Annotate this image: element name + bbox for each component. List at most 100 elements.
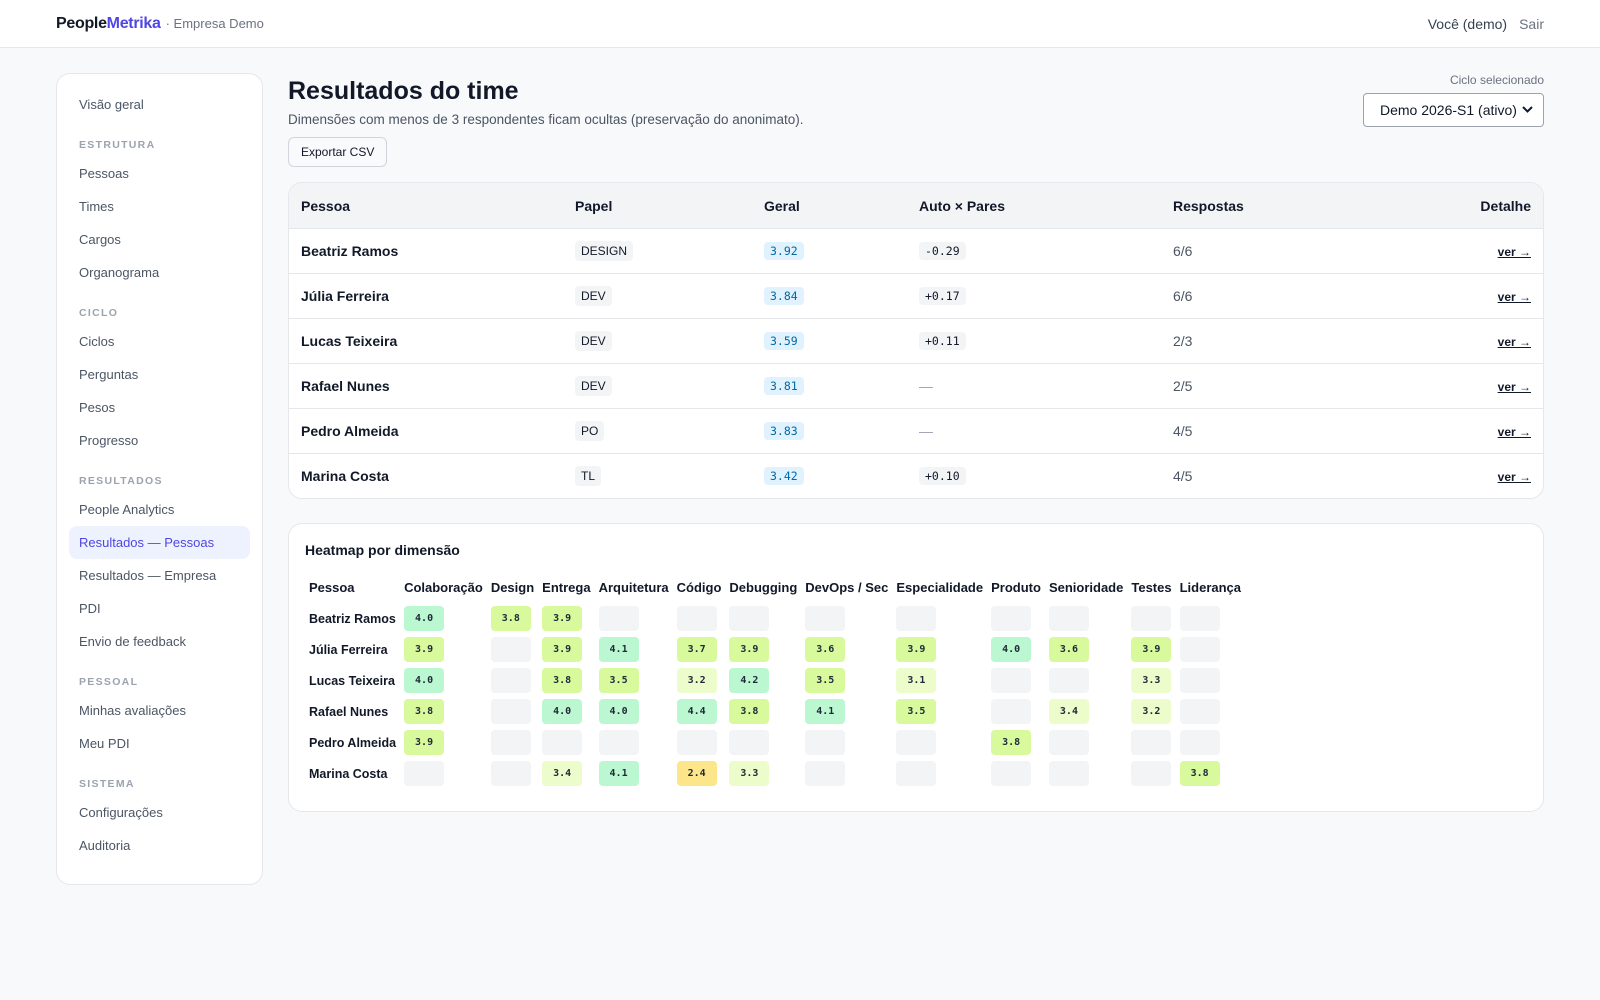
- sidebar-item-ciclos[interactable]: Ciclos: [79, 334, 115, 349]
- heatmap-header-debugging: Debugging: [729, 580, 798, 595]
- cell-self-vs-peers: —: [919, 378, 1173, 394]
- self-vs-peers-value: +0.17: [919, 287, 966, 305]
- sidebar-item-resultados-pessoas[interactable]: Resultados — Pessoas: [69, 526, 250, 559]
- heatmap-value: 4.0: [542, 699, 583, 724]
- table-row: Beatriz Ramos DESIGN 3.92 -0.29 6/6 ver →: [289, 228, 1543, 273]
- sidebar-item-overview[interactable]: Visão geral: [79, 97, 144, 112]
- self-vs-peers-value: +0.11: [919, 332, 966, 350]
- sidebar-item-progresso[interactable]: Progresso: [79, 433, 139, 448]
- sidebar-item-pdi[interactable]: PDI: [79, 601, 101, 616]
- heatmap-value: [1048, 761, 1089, 786]
- heatmap-value: 3.2: [1131, 699, 1172, 724]
- heatmap-value: [729, 606, 770, 631]
- heatmap-header-especialidade: Especialidade: [896, 580, 984, 595]
- heatmap-cell: [892, 758, 987, 789]
- heatmap-cell: [487, 696, 538, 727]
- sidebar-item-configuracoes[interactable]: Configurações: [79, 805, 163, 820]
- heatmap-value: [1048, 606, 1089, 631]
- heatmap-cell: [673, 727, 726, 758]
- heatmap-header-codigo: Código: [676, 580, 722, 595]
- results-table: Pessoa Papel Geral Auto × Pares Resposta…: [288, 182, 1544, 499]
- heatmap-value: 3.8: [404, 699, 445, 724]
- heatmap-value: [676, 606, 717, 631]
- logout-link[interactable]: Sair: [1519, 15, 1544, 32]
- detail-link[interactable]: ver →: [1497, 335, 1531, 349]
- cell-responses: 6/6: [1173, 243, 1451, 259]
- heatmap-cell: 3.8: [725, 696, 801, 727]
- sidebar-item-cargos[interactable]: Cargos: [79, 232, 121, 247]
- sidebar-item-envio-de-feedback[interactable]: Envio de feedback: [79, 634, 186, 649]
- cell-responses: 2/5: [1173, 378, 1451, 394]
- person-name: Pedro Almeida: [301, 423, 399, 439]
- cell-overall: 3.92: [764, 242, 919, 260]
- detail-link[interactable]: ver →: [1497, 470, 1531, 484]
- role-badge: DEV: [575, 376, 612, 396]
- responses-count: 6/6: [1173, 243, 1193, 259]
- cell-overall: 3.81: [764, 377, 919, 395]
- heatmap-header-senioridade: Senioridade: [1048, 580, 1124, 595]
- heatmap-cell: 3.9: [725, 634, 801, 665]
- sidebar: Visão geral ESTRUTURA Pessoas Times Cargos O…: [56, 73, 263, 885]
- heatmap-cell: 4.0: [987, 634, 1045, 665]
- sidebar-item-auditoria[interactable]: Auditoria: [79, 838, 131, 853]
- heatmap-person-name: Beatriz Ramos: [309, 611, 396, 626]
- sidebar-item-resultados-empresa[interactable]: Resultados — Empresa: [79, 568, 217, 583]
- heatmap-cell: [595, 727, 673, 758]
- cycle-select[interactable]: Demo 2026-S1 (ativo): [1363, 93, 1544, 127]
- heatmap-header-design: Design: [490, 580, 535, 595]
- heatmap-cell: 4.2: [725, 665, 801, 696]
- sidebar-item-people-analytics[interactable]: People Analytics: [79, 502, 175, 517]
- detail-link[interactable]: ver →: [1497, 380, 1531, 394]
- heatmap-cell: [801, 603, 892, 634]
- heatmap-value: [805, 730, 846, 755]
- heatmap-value: 3.5: [896, 699, 937, 724]
- heatmap-value: [490, 699, 531, 724]
- sidebar-section-resultados: RESULTADOS: [79, 475, 163, 487]
- heatmap-row: Rafael Nunes 3.8 4.0 4.0 4.4 3.8 4.1 3.5 3.4 3.2: [305, 696, 1245, 727]
- heatmap-cell: 3.8: [987, 727, 1045, 758]
- sidebar-item-perguntas[interactable]: Perguntas: [79, 367, 139, 382]
- sidebar-item-organograma[interactable]: Organograma: [79, 265, 160, 280]
- sidebar-item-pessoas[interactable]: Pessoas: [79, 166, 129, 181]
- cell-self-vs-peers: +0.17: [919, 287, 1173, 305]
- heatmap-value: 3.9: [896, 637, 937, 662]
- col-header-person: Pessoa: [301, 197, 351, 214]
- heatmap-row: Marina Costa 3.4 4.1 2.4 3.3 3.8: [305, 758, 1245, 789]
- heatmap-cell: [1176, 665, 1245, 696]
- heatmap-cell: 4.4: [673, 696, 726, 727]
- responses-count: 4/5: [1173, 423, 1193, 439]
- sidebar-item-times[interactable]: Times: [79, 199, 114, 214]
- heatmap-table: Pessoa Colaboração Design Entrega Arquitetu…: [305, 580, 1245, 789]
- heatmap-cell: 3.8: [1176, 758, 1245, 789]
- heatmap-title: Heatmap por dimensão: [305, 542, 460, 558]
- heatmap-value: 3.6: [1048, 637, 1089, 662]
- heatmap-value: [805, 761, 846, 786]
- detail-link[interactable]: ver →: [1497, 290, 1531, 304]
- cell-detail: ver →: [1451, 243, 1531, 259]
- export-csv-button[interactable]: Exportar CSV: [288, 137, 388, 167]
- heatmap-cell: 3.6: [801, 634, 892, 665]
- heatmap-value: [1179, 606, 1220, 631]
- role-badge: TL: [575, 466, 602, 486]
- cell-responses: 4/5: [1173, 423, 1451, 439]
- detail-link[interactable]: ver →: [1497, 425, 1531, 439]
- sidebar-item-meu-pdi[interactable]: Meu PDI: [79, 736, 130, 751]
- heatmap-cell: 4.0: [400, 603, 487, 634]
- heatmap-value: [676, 730, 717, 755]
- self-vs-peers-value: —: [919, 423, 933, 439]
- sidebar-item-minhas-avaliacoes[interactable]: Minhas avaliações: [79, 703, 186, 718]
- col-header-detail: Detalhe: [1480, 197, 1531, 214]
- cell-person: Júlia Ferreira: [301, 288, 575, 304]
- heatmap-cell: [400, 758, 487, 789]
- table-row: Júlia Ferreira DEV 3.84 +0.17 6/6 ver →: [289, 273, 1543, 318]
- heatmap-cell: 3.7: [673, 634, 726, 665]
- heatmap-cell: [595, 603, 673, 634]
- heatmap-cell: 3.9: [538, 634, 594, 665]
- user-link[interactable]: Você (demo): [1427, 15, 1508, 32]
- heatmap-value: [991, 699, 1032, 724]
- detail-link[interactable]: ver →: [1497, 245, 1531, 259]
- sidebar-item-pesos[interactable]: Pesos: [79, 400, 116, 415]
- results-table-header: Pessoa Papel Geral Auto × Pares Resposta…: [289, 183, 1543, 228]
- brand[interactable]: People Metrika · Empresa Demo: [56, 15, 264, 33]
- col-header-overall: Geral: [764, 197, 800, 214]
